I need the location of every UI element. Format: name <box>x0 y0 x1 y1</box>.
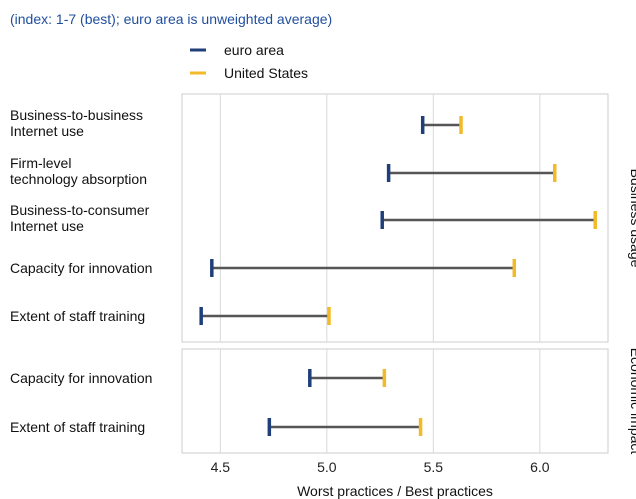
legend: euro area United States <box>190 42 308 81</box>
x-axis-title: Worst practices / Best practices <box>297 483 493 499</box>
panel-1: Business-to-business Internet use Firm-lev… <box>10 93 636 343</box>
legend-label-euro-area: euro area <box>224 42 284 58</box>
row-2-1: Capacity for innovation <box>10 369 387 387</box>
category-label: Capacity for innovation <box>10 260 152 276</box>
legend-label-united-states: United States <box>224 65 308 81</box>
panel-2: Capacity for innovation Extent of staff t… <box>10 348 636 455</box>
category-label: Business-to-business Internet use <box>10 107 143 139</box>
row-1-2: Firm-level technology absorption <box>10 155 557 187</box>
x-tick-label: 4.5 <box>211 459 231 475</box>
x-tick-label: 5.5 <box>424 459 444 475</box>
x-axis: 4.5 5.0 5.5 6.0 <box>211 459 550 475</box>
row-1-4: Capacity for innovation <box>10 259 517 277</box>
panel-frame <box>181 348 609 454</box>
chart-panels: Business-to-business Internet use Firm-lev… <box>10 93 636 455</box>
row-2-2: Extent of staff training <box>10 418 423 436</box>
row-1-5: Extent of staff training <box>10 307 331 325</box>
category-label: Capacity for innovation <box>10 370 152 386</box>
category-label: Extent of staff training <box>10 308 145 324</box>
row-1-3: Business-to-consumer Internet use <box>10 202 597 234</box>
strip-label: Economic impact <box>628 348 636 455</box>
category-label: Firm-level technology absorption <box>10 155 147 187</box>
chart-subtitle: (index: 1-7 (best); euro area is unweigh… <box>10 11 332 27</box>
panel-frame <box>181 93 609 343</box>
category-label: Extent of staff training <box>10 419 145 435</box>
row-1-1: Business-to-business Internet use <box>10 107 463 139</box>
x-tick-label: 5.0 <box>317 459 337 475</box>
strip-label: Business usage <box>628 169 636 268</box>
category-label: Business-to-consumer Internet use <box>10 202 150 234</box>
x-tick-label: 6.0 <box>530 459 550 475</box>
